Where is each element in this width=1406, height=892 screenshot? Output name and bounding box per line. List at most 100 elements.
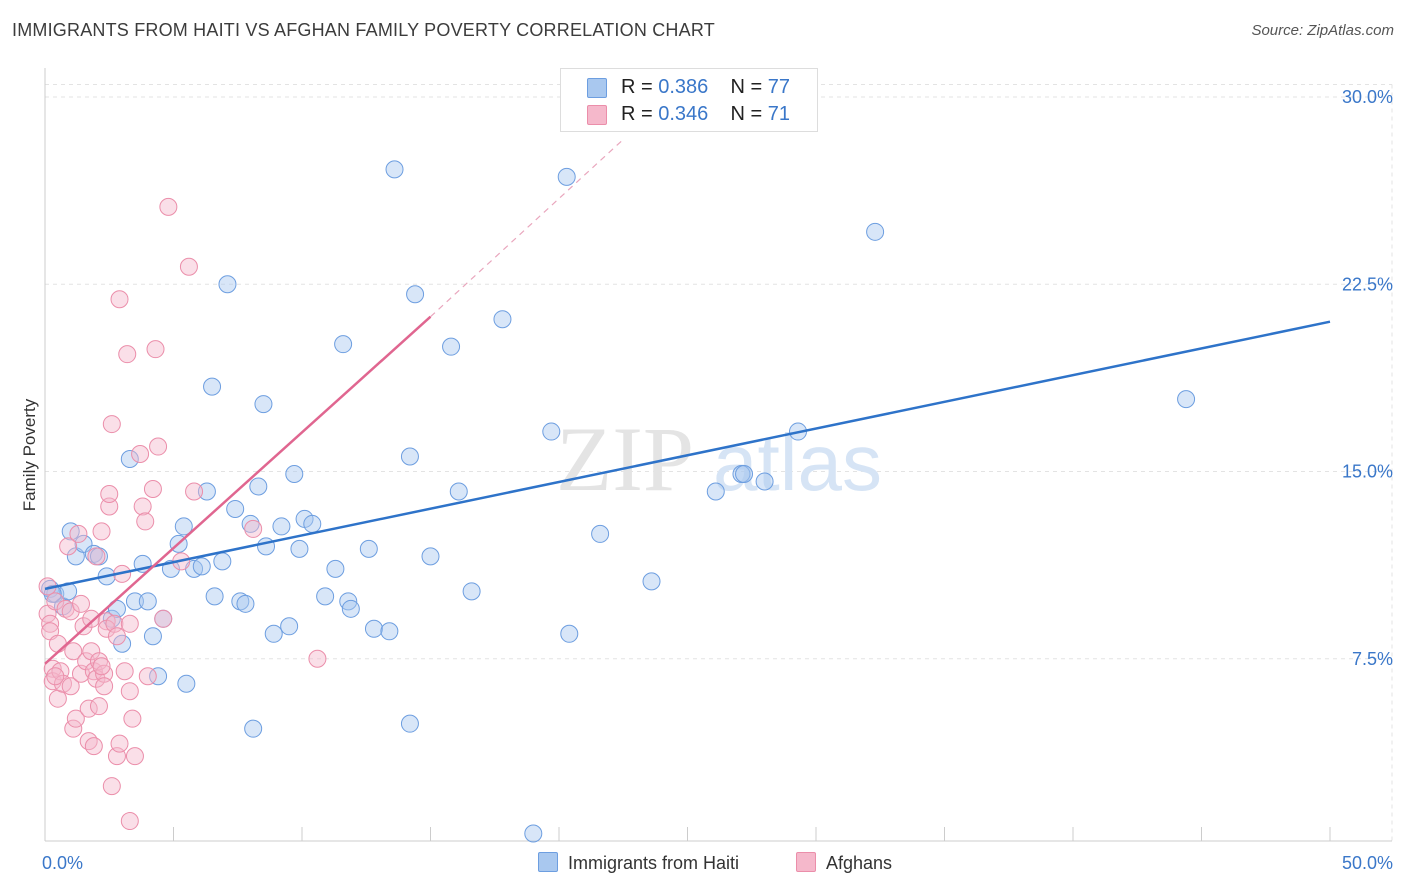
haiti-point xyxy=(241,514,260,533)
haiti-point xyxy=(326,559,345,578)
haiti-point xyxy=(192,557,211,576)
correlation-legend: R = 0.386 N = 77 R = 0.346 N = 71 xyxy=(560,68,818,132)
afghan-point xyxy=(143,479,162,498)
chart-title: IMMIGRANTS FROM HAITI VS AFGHAN FAMILY P… xyxy=(12,20,715,40)
haiti-point xyxy=(197,482,216,501)
haiti-point xyxy=(254,395,273,414)
haiti-point xyxy=(272,517,291,536)
afghan-point xyxy=(61,602,80,621)
trend-lines xyxy=(44,139,1331,665)
haiti-point xyxy=(149,667,168,686)
haiti-point xyxy=(755,472,774,491)
afghan-point xyxy=(100,484,119,503)
afghan-r-value: 0.346 xyxy=(658,103,709,125)
haiti-legend-label: Immigrants from Haiti xyxy=(568,853,740,873)
afghan-point xyxy=(92,657,111,676)
source-credit: Source: ZipAtlas.com xyxy=(1251,22,1394,39)
haiti-point xyxy=(205,587,224,606)
haiti-point xyxy=(236,594,255,613)
haiti-point xyxy=(400,714,419,733)
haiti-point xyxy=(339,592,358,611)
y-tick-label: 15.0% xyxy=(1342,462,1393,482)
haiti-point xyxy=(120,450,139,469)
haiti-point xyxy=(542,422,561,441)
afghan-point xyxy=(154,609,173,628)
afghan-point xyxy=(123,709,142,728)
haiti-point xyxy=(385,160,404,179)
afghan-point xyxy=(133,497,152,516)
afghan-point xyxy=(110,734,129,753)
afghan-n-label: N = xyxy=(730,103,768,125)
afghan-point xyxy=(120,682,139,701)
afghan-point xyxy=(74,617,93,636)
haiti-point xyxy=(524,824,543,843)
afghan-point xyxy=(95,677,114,696)
haiti-point xyxy=(400,447,419,466)
afghan-point xyxy=(41,614,60,633)
haiti-swatch xyxy=(587,78,607,98)
afghan-point xyxy=(110,290,129,309)
afghan-point xyxy=(71,594,90,613)
series-haiti-points xyxy=(41,160,1196,843)
afghan-point xyxy=(118,345,137,364)
haiti-point xyxy=(316,587,335,606)
afghan-point xyxy=(159,197,178,216)
y-tick-label: 7.5% xyxy=(1352,649,1393,669)
x-tick-label: 50.0% xyxy=(1342,853,1393,873)
tick-labels: 7.5% 15.0% 22.5% 30.0% 0.0% 50.0% xyxy=(42,87,1393,873)
haiti-point xyxy=(249,477,268,496)
afghan-point xyxy=(244,519,263,538)
afghan-point xyxy=(89,697,108,716)
afghan-point xyxy=(87,547,106,566)
haiti-n-value: 77 xyxy=(767,76,791,98)
haiti-point xyxy=(406,285,425,304)
haiti-point xyxy=(334,335,353,354)
afghan-point xyxy=(136,512,155,531)
afghan-point xyxy=(138,667,157,686)
haiti-point xyxy=(1177,390,1196,409)
afghan-point xyxy=(48,634,67,653)
haiti-trend-line xyxy=(44,320,1331,591)
legend-item-afghans[interactable]: Afghans xyxy=(796,852,892,874)
afghan-point xyxy=(69,524,88,543)
legend-item-haiti[interactable]: Immigrants from Haiti xyxy=(538,852,739,874)
haiti-point xyxy=(591,524,610,543)
haiti-point xyxy=(84,544,103,563)
haiti-point xyxy=(364,619,383,638)
afghan-point xyxy=(115,662,134,681)
haiti-point xyxy=(203,377,222,396)
afghan-point xyxy=(64,642,83,661)
haiti-point xyxy=(557,167,576,186)
series-afghan-points xyxy=(38,197,327,831)
haiti-point xyxy=(226,499,245,518)
haiti-point xyxy=(866,222,885,241)
afghan-swatch xyxy=(587,105,607,125)
haiti-point xyxy=(218,275,237,294)
afghan-point xyxy=(149,437,168,456)
haiti-legend-swatch xyxy=(538,852,558,872)
afghan-trend-extension xyxy=(430,139,624,318)
afghan-point xyxy=(82,642,101,661)
haiti-point xyxy=(642,572,661,591)
haiti-point xyxy=(213,552,232,571)
afghan-point xyxy=(92,522,111,541)
haiti-point xyxy=(421,547,440,566)
afghan-point xyxy=(120,812,139,831)
afghan-point xyxy=(179,257,198,276)
haiti-point xyxy=(493,310,512,329)
afghan-point xyxy=(146,340,165,359)
afghan-point xyxy=(82,609,101,628)
haiti-point xyxy=(280,617,299,636)
haiti-point xyxy=(285,464,304,483)
haiti-point xyxy=(290,539,309,558)
haiti-point xyxy=(735,464,754,483)
afghan-point xyxy=(46,667,65,686)
haiti-point xyxy=(264,624,283,643)
haiti-point xyxy=(138,592,157,611)
haiti-point xyxy=(102,609,121,628)
haiti-point xyxy=(442,337,461,356)
haiti-point xyxy=(244,719,263,738)
afghan-point xyxy=(125,747,144,766)
haiti-point xyxy=(560,624,579,643)
